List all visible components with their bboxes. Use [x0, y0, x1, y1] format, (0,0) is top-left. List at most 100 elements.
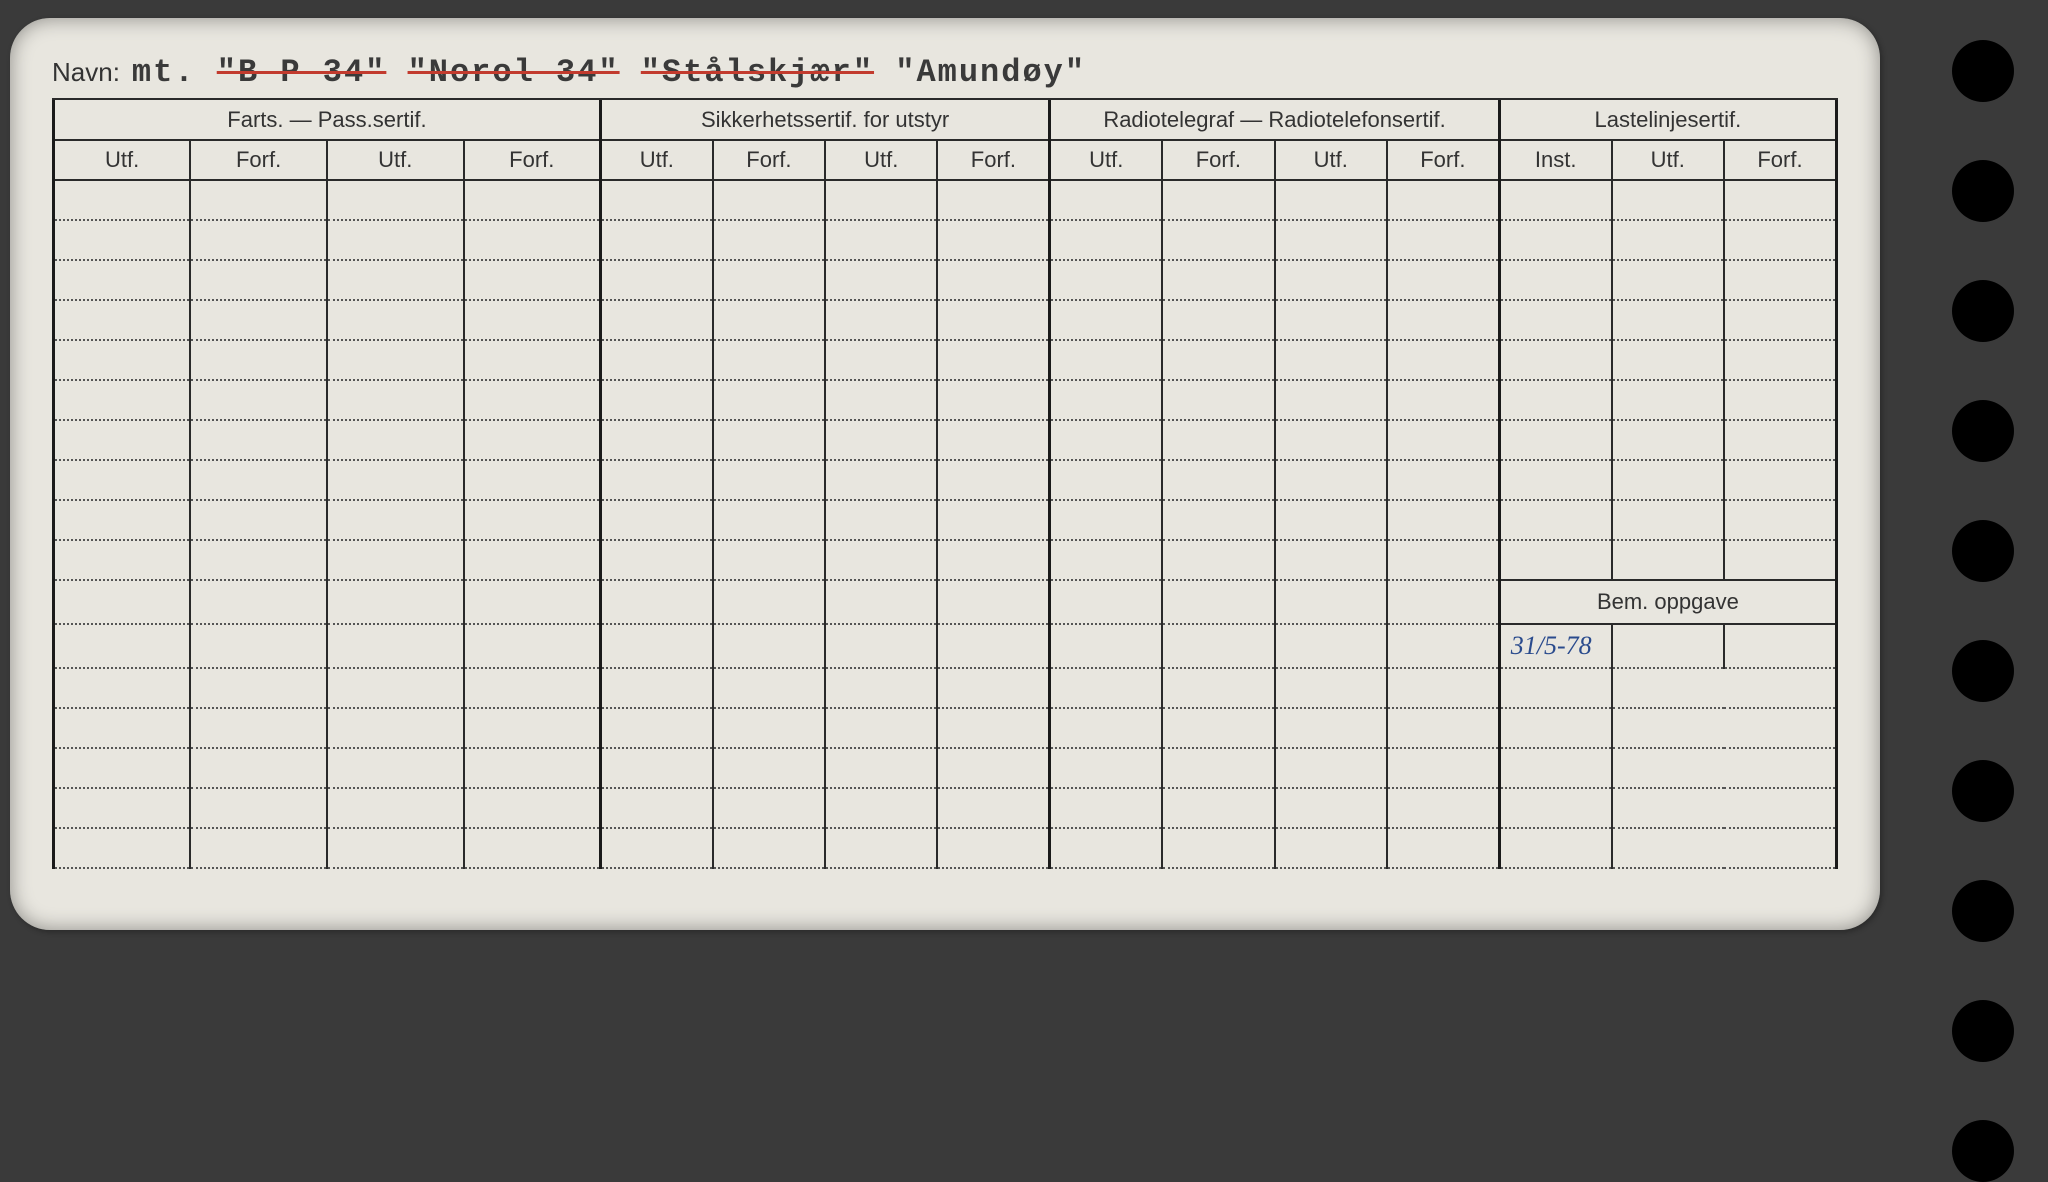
cell — [1612, 500, 1724, 540]
cell — [54, 300, 191, 340]
cell — [1612, 828, 1837, 868]
cell — [1275, 540, 1387, 580]
cell — [1612, 540, 1724, 580]
cell — [327, 460, 464, 500]
cell — [1724, 420, 1837, 460]
table-row — [54, 540, 1837, 580]
cell — [937, 420, 1049, 460]
hole — [1952, 160, 2014, 222]
cell — [1275, 380, 1387, 420]
cell — [600, 788, 712, 828]
cell — [600, 540, 712, 580]
cell — [1162, 788, 1274, 828]
cell — [937, 708, 1049, 748]
cell — [1387, 580, 1499, 624]
cell — [1275, 748, 1387, 788]
table-row — [54, 828, 1837, 868]
cell — [1275, 460, 1387, 500]
table-row — [54, 340, 1837, 380]
cell — [1050, 260, 1162, 300]
cell — [1275, 624, 1387, 668]
cell — [1387, 180, 1499, 220]
cell — [327, 380, 464, 420]
cell — [1162, 260, 1274, 300]
cell — [1387, 624, 1499, 668]
cell — [1162, 460, 1274, 500]
cell — [600, 300, 712, 340]
cell — [825, 460, 937, 500]
cell — [1612, 788, 1837, 828]
cell — [1724, 380, 1837, 420]
cell — [464, 540, 601, 580]
cell — [327, 788, 464, 828]
cell — [1499, 828, 1611, 868]
hole — [1952, 400, 2014, 462]
col-3-2: Forf. — [1724, 140, 1837, 180]
cell — [190, 420, 327, 460]
cell — [190, 220, 327, 260]
cell — [1275, 788, 1387, 828]
navn-label: Navn: — [52, 57, 120, 88]
cell — [600, 624, 712, 668]
cell — [464, 828, 601, 868]
cell — [1724, 500, 1837, 540]
cell — [1050, 540, 1162, 580]
cell — [600, 420, 712, 460]
cell — [190, 668, 327, 708]
table-row — [54, 220, 1837, 260]
cell — [1275, 260, 1387, 300]
cell — [1499, 260, 1611, 300]
hole — [1952, 760, 2014, 822]
cell — [1612, 260, 1724, 300]
cell — [1612, 708, 1837, 748]
table-row — [54, 748, 1837, 788]
cell — [825, 340, 937, 380]
cell — [1499, 668, 1611, 708]
bem-label-cell: Bem. oppgave — [1499, 580, 1836, 624]
cell — [1050, 748, 1162, 788]
cell — [1724, 340, 1837, 380]
cell — [1499, 300, 1611, 340]
cell — [1499, 748, 1611, 788]
table-head: Farts. — Pass.sertif. Sikkerhetssertif. … — [54, 100, 1837, 180]
cell — [1050, 668, 1162, 708]
cell — [1050, 828, 1162, 868]
cell — [1499, 788, 1611, 828]
cell — [54, 748, 191, 788]
cell — [1499, 340, 1611, 380]
cell — [1162, 180, 1274, 220]
col-0-1: Forf. — [190, 140, 327, 180]
cell — [464, 708, 601, 748]
col-1-2: Utf. — [825, 140, 937, 180]
group-header-row: Farts. — Pass.sertif. Sikkerhetssertif. … — [54, 100, 1837, 140]
cell — [1050, 300, 1162, 340]
cell — [1612, 420, 1724, 460]
navn-row: Navn: mt. "B P 34" "Norol 34" "Stålskjær… — [52, 54, 1838, 100]
cell — [600, 748, 712, 788]
cell — [825, 828, 937, 868]
cell — [1275, 340, 1387, 380]
cell — [1162, 580, 1274, 624]
hole — [1952, 880, 2014, 942]
cell — [327, 300, 464, 340]
cell — [1275, 420, 1387, 460]
cell — [1387, 340, 1499, 380]
cell — [1387, 668, 1499, 708]
cell — [600, 708, 712, 748]
cell — [1612, 748, 1837, 788]
bem-date-row: 31/5-78 — [54, 624, 1837, 668]
table-row — [54, 788, 1837, 828]
cell — [327, 580, 464, 624]
cell — [1387, 260, 1499, 300]
cell — [1724, 540, 1837, 580]
cell — [937, 180, 1049, 220]
cell — [1162, 300, 1274, 340]
cell — [825, 624, 937, 668]
cell — [1387, 788, 1499, 828]
cell — [464, 500, 601, 540]
col-3-0: Inst. — [1499, 140, 1611, 180]
cell — [600, 380, 712, 420]
group-3: Lastelinjesertif. — [1499, 100, 1836, 140]
cell — [1162, 748, 1274, 788]
table-row — [54, 180, 1837, 220]
